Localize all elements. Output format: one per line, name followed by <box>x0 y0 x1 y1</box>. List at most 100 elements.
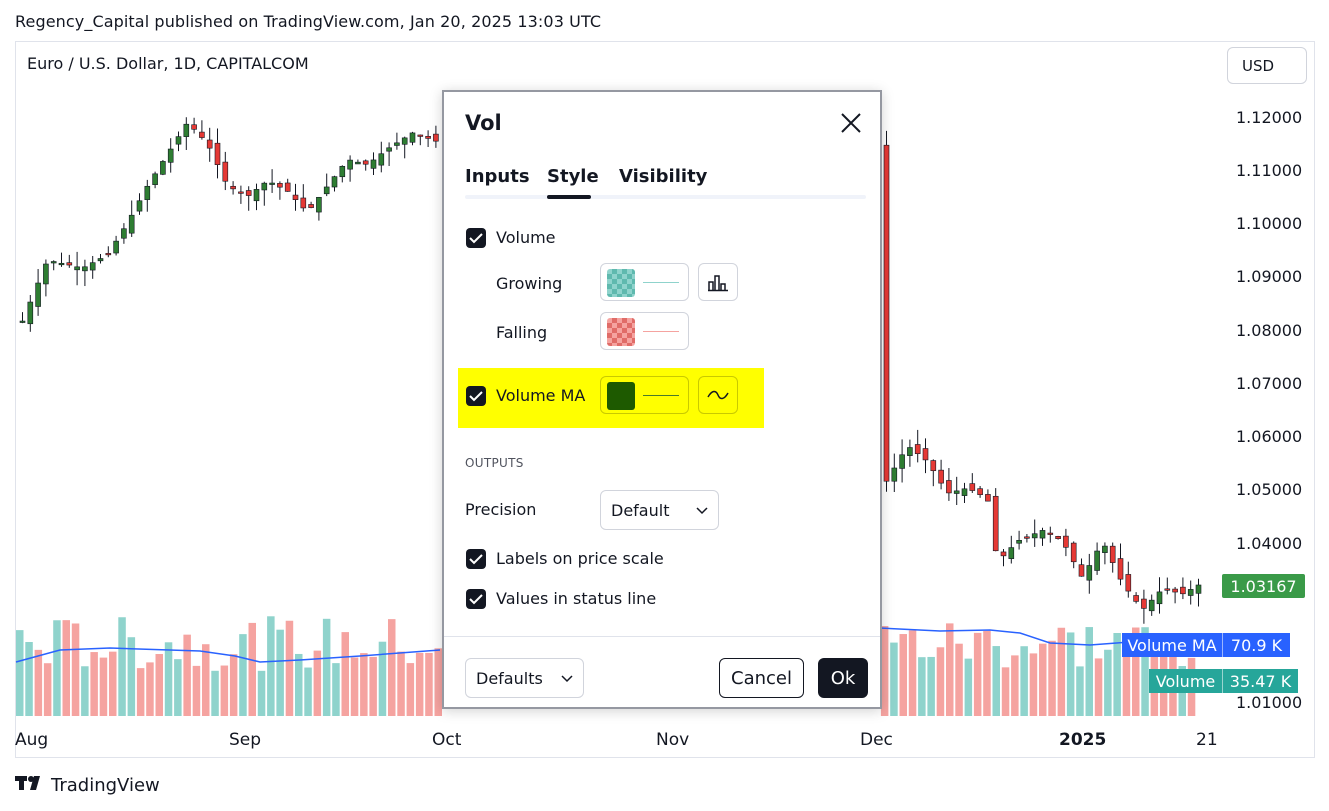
candle-body <box>1008 547 1015 559</box>
time-axis: Aug Sep Oct Nov Dec 2025 21 <box>15 730 1218 750</box>
price-axis: 1.12000 1.11000 1.10000 1.09000 1.08000 1.070… <box>1236 108 1302 712</box>
volume-bar <box>109 651 117 716</box>
values-in-status-line-checkbox[interactable] <box>466 589 486 609</box>
time-tick-label: Oct <box>432 730 462 750</box>
labels-on-price-scale-checkbox[interactable] <box>466 549 486 569</box>
ma-line-style-button[interactable] <box>698 376 738 414</box>
candle-body <box>1102 545 1108 553</box>
candle-body <box>27 301 34 325</box>
chevron-down-icon <box>696 507 708 515</box>
candle-body <box>144 185 151 200</box>
price-tick-label: 1.01000 <box>1236 693 1302 712</box>
candle-body <box>175 136 182 145</box>
candle-body <box>222 161 229 182</box>
volume-bar <box>983 630 991 716</box>
labels-on-price-scale-label: Labels on price scale <box>496 549 664 568</box>
volume-bar <box>322 618 331 716</box>
candle-body <box>58 262 65 266</box>
candle-body <box>883 144 890 482</box>
candle-body <box>899 454 905 469</box>
candle-body <box>1086 565 1093 581</box>
falling-label: Falling <box>496 323 548 342</box>
currency-button[interactable]: USD <box>1227 47 1307 84</box>
time-tick-label: 2025 <box>1059 730 1106 750</box>
volume-bar <box>415 652 424 716</box>
volume-bar <box>229 654 238 716</box>
growing-color-picker[interactable] <box>600 263 689 301</box>
volume-bar <box>248 622 256 716</box>
candle-body <box>167 148 174 163</box>
volume-bar <box>183 634 191 716</box>
candle-body <box>105 253 112 256</box>
candle-body <box>191 124 197 130</box>
volume-bar <box>434 648 442 716</box>
cancel-button[interactable]: Cancel <box>719 658 804 698</box>
precision-select[interactable]: Default <box>600 490 719 530</box>
tab-inputs[interactable]: Inputs <box>465 166 530 187</box>
last-price-label: 1.03167 <box>1222 574 1305 598</box>
candle-body <box>66 262 73 266</box>
precision-label: Precision <box>465 500 537 519</box>
ok-button[interactable]: Ok <box>818 658 868 698</box>
candle-body <box>199 131 205 138</box>
volume-bar <box>313 650 322 716</box>
candle-body <box>347 159 353 170</box>
volume-bar <box>369 656 377 716</box>
price-tick-label: 1.10000 <box>1236 214 1302 233</box>
volume-bar <box>174 659 182 716</box>
candle-body <box>331 176 338 188</box>
time-tick-label: Sep <box>229 730 261 750</box>
time-tick-label: Nov <box>656 730 689 750</box>
candle-body <box>1024 536 1030 539</box>
volume-bar <box>136 668 145 716</box>
candle-body <box>339 165 346 178</box>
volume-bar <box>899 634 907 716</box>
candle-body <box>1180 586 1186 595</box>
candle-body <box>253 189 260 202</box>
falling-color-picker[interactable] <box>600 312 689 350</box>
volume-bar <box>202 644 210 716</box>
candle-body <box>977 488 983 495</box>
candle-body <box>1016 540 1022 544</box>
candle-body <box>277 183 283 188</box>
volume-label: Volume <box>496 228 556 247</box>
outputs-heading: OUTPUTS <box>465 456 524 470</box>
plot-type-button[interactable] <box>698 263 738 301</box>
time-tick-label: 21 <box>1196 730 1218 750</box>
candle-body <box>1055 536 1061 539</box>
tab-visibility[interactable]: Visibility <box>619 166 708 187</box>
volume-bar <box>43 663 52 716</box>
candle-body <box>113 240 119 254</box>
tab-style[interactable]: Style <box>547 166 599 187</box>
defaults-label: Defaults <box>476 668 543 688</box>
volume-bar <box>1020 646 1028 716</box>
volume-checkbox[interactable] <box>466 228 486 248</box>
volume-bar <box>946 623 954 716</box>
histogram-icon <box>708 275 728 292</box>
candle-body <box>284 182 291 192</box>
tradingview-logo[interactable]: TradingView <box>15 774 160 796</box>
candle-body <box>1187 589 1194 596</box>
falling-line-sample <box>643 331 679 332</box>
chevron-down-icon <box>561 675 573 683</box>
volume-bar <box>955 643 963 716</box>
candle-body <box>160 161 166 175</box>
candle-body <box>121 228 127 239</box>
volume-bar <box>276 629 284 716</box>
volume-bar <box>360 653 368 716</box>
candle-body <box>355 161 361 165</box>
volume-bar <box>1066 632 1075 716</box>
volume-ma-color-picker[interactable] <box>600 376 689 414</box>
candle-body <box>230 185 236 190</box>
volume-bar <box>350 657 359 716</box>
candle-body <box>914 444 921 455</box>
time-tick-label: Dec <box>860 730 893 750</box>
defaults-dropdown[interactable]: Defaults <box>465 658 584 698</box>
volume-bar <box>1029 653 1038 716</box>
chart-frame <box>15 41 1315 758</box>
candlesticks <box>19 117 1202 624</box>
close-icon[interactable] <box>838 110 864 136</box>
volume-ma-checkbox[interactable] <box>466 386 486 406</box>
candle-body <box>938 469 944 484</box>
